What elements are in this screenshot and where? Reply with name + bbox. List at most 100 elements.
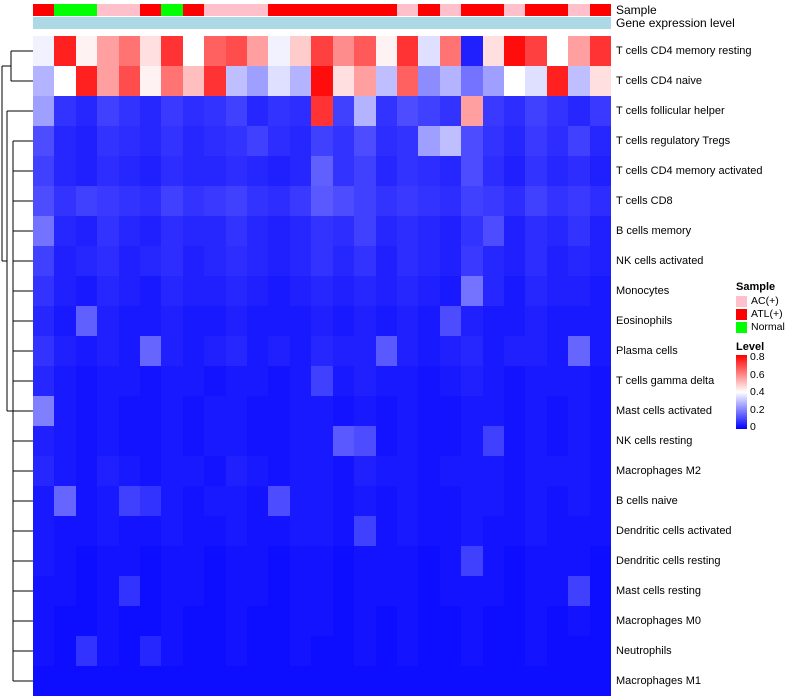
heatmap-cell — [568, 366, 590, 396]
heatmap-cell — [482, 546, 504, 576]
heatmap-cell — [482, 216, 504, 246]
heatmap-cell — [461, 126, 483, 156]
heatmap-cell — [140, 336, 162, 366]
heatmap-cell — [311, 66, 333, 96]
heatmap-cell — [589, 636, 611, 666]
heatmap-cell — [568, 336, 590, 366]
heatmap-cell — [247, 156, 269, 186]
heatmap-cell — [182, 126, 205, 156]
heatmap-cell — [525, 156, 547, 186]
level-tick-label: 0.8 — [750, 351, 765, 363]
sample-annotation-cell — [439, 4, 462, 16]
heatmap-cell — [482, 576, 504, 606]
heatmap-cell — [354, 36, 376, 66]
heatmap-cell — [311, 366, 333, 396]
heatmap-cell — [568, 546, 590, 576]
heatmap-cell — [546, 396, 569, 426]
heatmap-cell — [140, 666, 162, 696]
heatmap-cell — [118, 306, 141, 336]
heatmap-cell — [354, 426, 376, 456]
heatmap-cell — [568, 36, 590, 66]
heatmap-cell — [503, 486, 526, 516]
heatmap-cell — [225, 576, 248, 606]
sample-annotation-cell — [247, 4, 269, 16]
heatmap-cell — [268, 486, 290, 516]
heatmap-cell — [289, 156, 312, 186]
heatmap-cell — [161, 636, 183, 666]
sample-annotation-cell — [396, 4, 419, 16]
heatmap-cell — [482, 246, 504, 276]
heatmap-cell — [182, 36, 205, 66]
heatmap-cell — [354, 606, 376, 636]
heatmap-cell — [311, 126, 333, 156]
heatmap-cell — [97, 636, 119, 666]
heatmap-cell — [289, 666, 312, 696]
heatmap-cell — [418, 456, 440, 486]
heatmap-cell — [268, 366, 290, 396]
heatmap-cell — [503, 456, 526, 486]
heatmap-cell — [546, 246, 569, 276]
row-label: T cells CD8 — [616, 195, 673, 207]
heatmap-cell — [396, 276, 419, 306]
heatmap-cell — [118, 336, 141, 366]
heatmap-cell — [311, 486, 333, 516]
heatmap-cell — [225, 336, 248, 366]
heatmap-cell — [225, 666, 248, 696]
heatmap-cell — [204, 636, 226, 666]
heatmap-cell — [311, 156, 333, 186]
heatmap-cell — [332, 366, 355, 396]
heatmap-cell — [546, 126, 569, 156]
heatmap-cell — [568, 636, 590, 666]
level-tick-label: 0.2 — [750, 403, 765, 416]
heatmap-cell — [225, 636, 248, 666]
heatmap-cell — [225, 306, 248, 336]
heatmap-cell — [546, 156, 569, 186]
row-label: Macrophages M1 — [616, 675, 701, 687]
heatmap-cell — [525, 366, 547, 396]
heatmap-cell — [54, 576, 76, 606]
heatmap-cell — [204, 486, 226, 516]
heatmap-cell — [33, 156, 55, 186]
heatmap-cell — [589, 516, 611, 546]
heatmap-cell — [225, 456, 248, 486]
heatmap-cell — [33, 186, 55, 216]
heatmap-cell — [589, 156, 611, 186]
heatmap-cell — [33, 126, 55, 156]
heatmap-cell — [503, 606, 526, 636]
level-gradient-bar — [736, 355, 747, 429]
heatmap-cell — [525, 336, 547, 366]
heatmap-cell — [182, 426, 205, 456]
heatmap-cell — [439, 126, 462, 156]
heatmap-cell — [568, 306, 590, 336]
heatmap-cell — [332, 156, 355, 186]
heatmap-cell — [54, 666, 76, 696]
heatmap-cell — [332, 426, 355, 456]
heatmap-cell — [54, 216, 76, 246]
sample-annotation-cell — [482, 4, 504, 16]
heatmap-cell — [546, 216, 569, 246]
heatmap-cell — [503, 366, 526, 396]
heatmap-cell — [568, 246, 590, 276]
heatmap-cell — [204, 276, 226, 306]
heatmap-cell — [503, 666, 526, 696]
heatmap-cell — [332, 666, 355, 696]
heatmap-cell — [439, 276, 462, 306]
heatmap-cell — [482, 366, 504, 396]
heatmap-cell — [247, 546, 269, 576]
heatmap-cell — [140, 186, 162, 216]
heatmap-cell — [354, 276, 376, 306]
legend-level-title: Level — [736, 341, 765, 353]
heatmap-cell — [225, 516, 248, 546]
heatmap-cell — [375, 276, 397, 306]
heatmap-cell — [225, 426, 248, 456]
heatmap-cell — [568, 186, 590, 216]
heatmap-cell — [332, 516, 355, 546]
heatmap-cell — [503, 246, 526, 276]
heatmap-cell — [97, 276, 119, 306]
heatmap-cell — [268, 456, 290, 486]
heatmap-cell — [418, 426, 440, 456]
heatmap-cell — [525, 186, 547, 216]
heatmap-cell — [311, 516, 333, 546]
normal-color-swatch — [736, 321, 747, 333]
level-tick-labels: 0.8 0.6 0.4 0.2 0 — [750, 351, 765, 433]
